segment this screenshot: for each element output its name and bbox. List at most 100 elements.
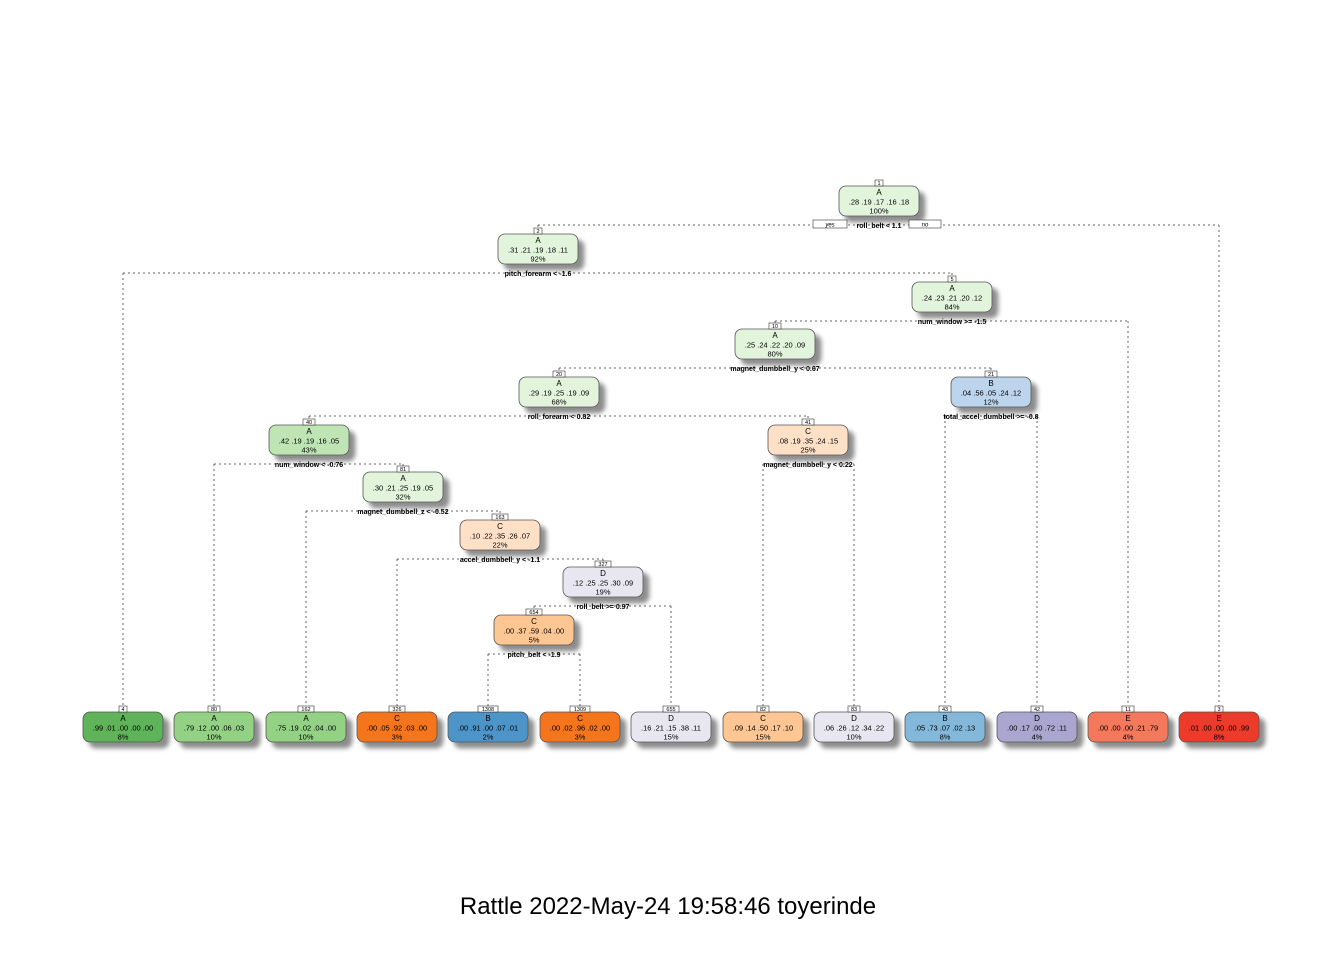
node-class: A: [303, 714, 309, 723]
node-class: E: [1125, 714, 1130, 723]
node-number: 82: [760, 707, 766, 713]
tree-node: 43B.05 .73 .07 .02 .138%: [904, 705, 986, 743]
node-class: E: [1216, 714, 1221, 723]
node-percent: 10%: [206, 733, 221, 742]
node-number-box: [874, 179, 884, 187]
yes-box: [812, 219, 848, 229]
node-probs: .00 .02 .96 .02 .00: [550, 724, 610, 733]
node-percent: 25%: [800, 446, 815, 455]
node-percent: 15%: [755, 733, 770, 742]
node-number-box: [938, 705, 952, 713]
node-number-box: [1121, 705, 1135, 713]
node-number: 40: [306, 420, 312, 426]
node-number: 654: [529, 610, 538, 616]
node-percent: 10%: [846, 733, 861, 742]
node-number: 3: [1217, 707, 1220, 713]
node-percent: 2%: [483, 733, 494, 742]
node-number-box: [847, 705, 861, 713]
node-class: C: [577, 714, 583, 723]
node-class: A: [211, 714, 217, 723]
node-probs: .06 .26 .12 .34 .22: [824, 724, 884, 733]
node-number-box: [396, 465, 410, 473]
node-number-box: [388, 705, 406, 713]
node-class: B: [988, 379, 993, 388]
node-number-box: [491, 513, 509, 521]
node-class: C: [497, 522, 503, 531]
node-percent: 3%: [575, 733, 586, 742]
node-probs: .08 .19 .35 .24 .15: [778, 437, 838, 446]
node-number: 20: [556, 372, 562, 378]
node-probs: .00 .00 .00 .21 .79: [1098, 724, 1158, 733]
tree-node: 4A.99 .01 .00 .00 .008%: [82, 705, 164, 743]
node-class: C: [805, 427, 811, 436]
node-number-box: [118, 705, 128, 713]
node-split-label: magnet_dumbbell_y < 0.22: [763, 462, 852, 469]
node-number: 83: [851, 707, 857, 713]
node-number-box: [947, 275, 957, 283]
node-number: 81: [400, 467, 406, 473]
node-percent: 100%: [869, 207, 889, 216]
node-split-label: accel_dumbbell_y < -1.1: [460, 557, 540, 564]
node-class: B: [485, 714, 490, 723]
node-number: 42: [1034, 707, 1040, 713]
node-number-box: [533, 227, 543, 235]
node-class: C: [760, 714, 766, 723]
tree-node: 42D.00 .17 .00 .72 .114%: [996, 705, 1078, 743]
node-number-box: [801, 418, 815, 426]
node-class: A: [556, 379, 562, 388]
node-number-box: [1214, 705, 1224, 713]
node-number: 162: [301, 707, 310, 713]
node-number: 2: [536, 229, 539, 235]
node-number-box: [1030, 705, 1044, 713]
node-percent: 32%: [395, 493, 410, 502]
node-class: A: [876, 188, 882, 197]
node-probs: .24 .23 .21 .20 .12: [922, 294, 982, 303]
node-probs: .25 .24 .22 .20 .09: [745, 341, 805, 350]
node-split-label: pitch_forearm < -1.6: [505, 271, 572, 278]
node-class: A: [949, 284, 955, 293]
node-percent: 4%: [1032, 733, 1043, 742]
node-split-label: num_window < -0.76: [275, 462, 343, 469]
node-percent: 5%: [529, 636, 540, 645]
node-probs: .99 .01 .00 .00 .00: [93, 724, 153, 733]
node-number: 1: [877, 181, 880, 187]
node-number-box: [477, 705, 499, 713]
node-probs: .42 .19 .19 .16 .05: [279, 437, 339, 446]
node-class: D: [851, 714, 857, 723]
node-number: 41: [805, 420, 811, 426]
node-percent: 8%: [118, 733, 129, 742]
node-probs: .00 .05 .92 .03 .00: [367, 724, 427, 733]
node-number: 21: [988, 372, 994, 378]
node-percent: 3%: [392, 733, 403, 742]
node-class: C: [394, 714, 400, 723]
caption: Rattle 2022-May-24 19:58:46 toyerinde: [459, 893, 877, 920]
tree-node: 11E.00 .00 .00 .21 .794%: [1087, 705, 1169, 743]
no-label: no: [922, 223, 929, 229]
node-number-box: [207, 705, 221, 713]
no-box: [908, 219, 942, 229]
node-number: 11: [1125, 707, 1131, 713]
node-probs: .29 .19 .25 .19 .09: [529, 389, 589, 398]
node-split-label: roll_belt >= 0.97: [577, 604, 630, 611]
node-number-box: [297, 705, 315, 713]
node-percent: 43%: [301, 446, 316, 455]
node-number: 655: [666, 707, 675, 713]
node-number-box: [594, 560, 612, 568]
node-number: 10: [772, 324, 778, 330]
node-probs: .75 .19 .02 .04 .00: [276, 724, 336, 733]
node-class: B: [942, 714, 947, 723]
node-number-box: [552, 370, 566, 378]
node-probs: .28 .19 .17 .16 .18: [849, 198, 909, 207]
node-split-label: pitch_belt < -1.9: [507, 652, 560, 659]
node-probs: .16 .21 .15 .38 .11: [641, 724, 701, 733]
